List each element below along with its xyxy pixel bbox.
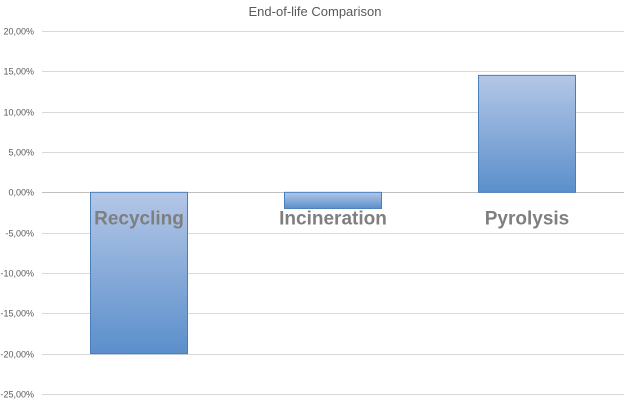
- y-axis-ticks: 20,00% 15,00% 10,00% 5,00% 0,00% -5,00% -10,00…: [0, 27, 34, 400]
- y-tick-label: 5,00%: [8, 148, 34, 158]
- category-labels: Recycling Incineration Pyrolysis: [94, 208, 569, 229]
- category-label-recycling: Recycling: [94, 208, 184, 229]
- bar-pyrolysis: [478, 74, 576, 193]
- y-tick-label: -10,00%: [0, 269, 34, 279]
- y-tick-label: -20,00%: [0, 350, 34, 360]
- bar-incineration: [284, 191, 382, 209]
- y-tick-label: 15,00%: [3, 67, 34, 77]
- y-tick-label: -15,00%: [0, 309, 34, 319]
- y-tick-label: 0,00%: [8, 188, 34, 198]
- y-tick-label: -25,00%: [0, 390, 34, 400]
- chart-title: End-of-life Comparison: [249, 4, 382, 19]
- y-tick-label: -5,00%: [5, 229, 34, 239]
- category-label-pyrolysis: Pyrolysis: [485, 208, 570, 229]
- bar-recycling: [90, 191, 188, 355]
- y-tick-label: 10,00%: [3, 108, 34, 118]
- category-label-incineration: Incineration: [279, 208, 387, 229]
- bars: [90, 74, 576, 355]
- y-tick-label: 20,00%: [3, 27, 34, 37]
